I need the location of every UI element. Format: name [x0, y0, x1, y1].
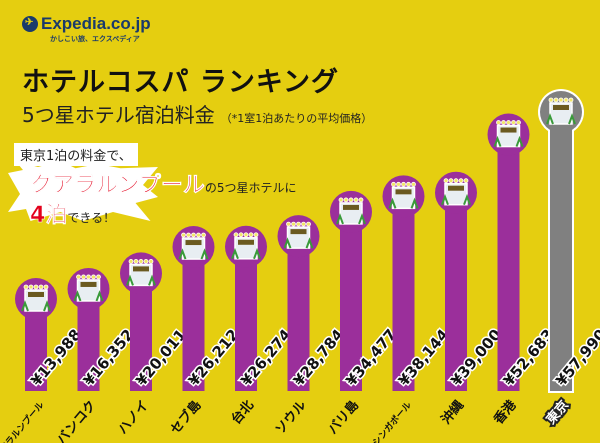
expedia-logo: Expedia.co.jp かしこい旅、エクスペディア: [22, 14, 151, 44]
callout-line2: の5つ星ホテルに: [204, 181, 297, 195]
hotel-icon: [283, 221, 314, 249]
bar: [130, 273, 152, 391]
bar: [77, 288, 100, 391]
category-label: セブ島: [167, 397, 204, 437]
hotel-icon: [546, 97, 576, 125]
callout-line1: 東京1泊の料金で、: [14, 143, 138, 166]
callout-line3: できる！: [67, 211, 116, 225]
bar: [445, 192, 467, 391]
bar: [550, 111, 572, 391]
category-label: 台北: [228, 397, 257, 427]
hotel-icon: [73, 274, 104, 302]
bar: [497, 134, 520, 391]
category-label: シンガポール: [370, 399, 414, 443]
subtitle-text: 5つ星ホテル宿泊料金: [22, 103, 215, 127]
subtitle: 5つ星ホテル宿泊料金 （*1室1泊あたりの平均価格）: [22, 99, 372, 128]
bar: [392, 196, 415, 391]
hotel-icon: [21, 284, 51, 312]
category-label: バンコク: [54, 398, 99, 443]
callout-burst: [8, 161, 158, 221]
bar: [25, 299, 47, 391]
category-label: 香港: [490, 397, 520, 429]
category-label: 沖縄: [438, 397, 467, 427]
page-title: ホテルコスパ ランキング: [22, 67, 340, 98]
callout-highlight: クアラルンプール: [30, 173, 205, 199]
bar: [340, 211, 362, 391]
subtitle-note: （*1室1泊あたりの平均価格）: [220, 112, 373, 125]
logo-name: Expedia.co.jp: [41, 14, 151, 33]
hotel-icon: [126, 259, 156, 287]
hotel-icon: [336, 197, 366, 225]
category-label: バリ島: [325, 397, 362, 437]
hotel-icon: [493, 120, 524, 148]
globe-plane-icon: [22, 16, 38, 32]
hotel-icon: [178, 232, 209, 260]
hotel-icon: [388, 181, 419, 210]
bar: [235, 246, 257, 391]
bar: [182, 247, 205, 391]
logo-tagline: かしこい旅、エクスペディア: [50, 35, 140, 43]
category-label: ハノイ: [115, 398, 152, 438]
callout: 東京1泊の料金で、 クアラルンプールの5つ星ホテルに 4泊できる！: [8, 143, 297, 228]
callout-nights: 4泊: [30, 203, 68, 229]
category-label: ソウル: [273, 398, 310, 438]
bar: [287, 236, 310, 391]
category-label: 東京: [543, 397, 572, 427]
category-label: クアラルンプール: [0, 399, 46, 443]
hotel-icon: [231, 232, 261, 260]
hotel-icon: [441, 178, 471, 206]
